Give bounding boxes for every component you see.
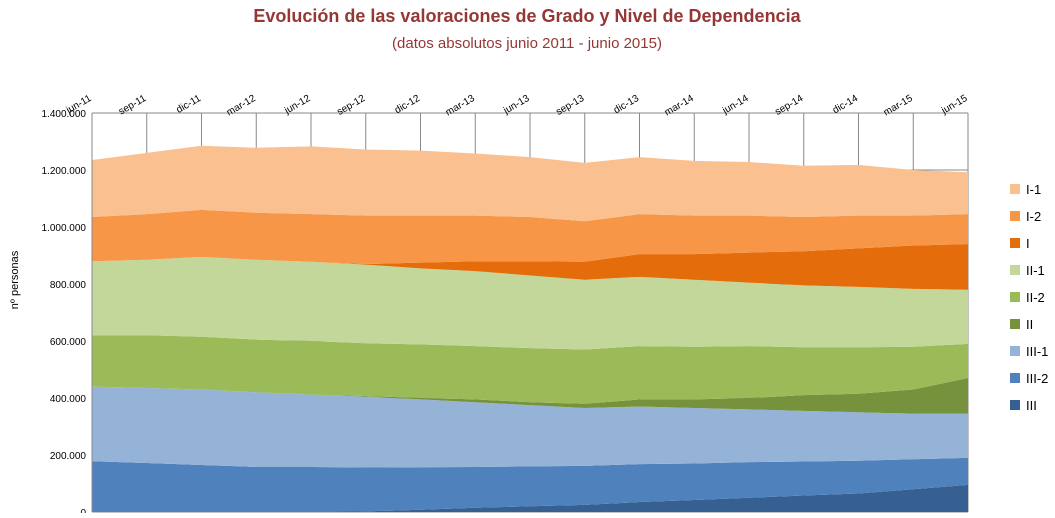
area bbox=[92, 378, 968, 414]
area bbox=[92, 209, 968, 265]
x-tick-label: mar-13 bbox=[444, 93, 477, 119]
area bbox=[92, 457, 968, 512]
legend-swatch bbox=[1010, 238, 1020, 248]
legend-label: II-1 bbox=[1026, 263, 1045, 278]
area bbox=[92, 145, 968, 222]
legend-swatch bbox=[1010, 346, 1020, 356]
legend-label: I-2 bbox=[1026, 209, 1041, 224]
area bbox=[92, 256, 968, 350]
y-tick-label: 0 bbox=[80, 508, 86, 513]
y-tick-label: 400.000 bbox=[50, 394, 87, 405]
legend-label: I bbox=[1026, 236, 1030, 251]
x-tick-label: dic-11 bbox=[175, 93, 204, 116]
legend-label: II bbox=[1026, 317, 1033, 332]
y-tick-label: 600.000 bbox=[50, 337, 87, 348]
x-tick-label: mar-15 bbox=[882, 93, 915, 119]
x-tick-label: sep-11 bbox=[117, 93, 149, 118]
y-tick-label: 800.000 bbox=[50, 280, 87, 291]
legend-swatch bbox=[1010, 211, 1020, 221]
legend-swatch bbox=[1010, 184, 1020, 194]
x-tick-label: sep-14 bbox=[773, 93, 805, 118]
legend-label: I-1 bbox=[1026, 182, 1041, 197]
x-tick-label: sep-13 bbox=[554, 93, 586, 118]
x-tick-label: mar-14 bbox=[663, 93, 696, 119]
y-tick-label: 1.400.000 bbox=[42, 109, 87, 120]
legend-swatch bbox=[1010, 265, 1020, 275]
legend-label: II-2 bbox=[1026, 290, 1045, 305]
y-tick-label: 1.000.000 bbox=[42, 223, 87, 234]
legend-swatch bbox=[1010, 373, 1020, 383]
x-tick-label: sep-12 bbox=[335, 93, 367, 118]
y-tick-label: 1.200.000 bbox=[42, 166, 87, 177]
x-tick-label: mar-12 bbox=[225, 93, 258, 119]
area bbox=[92, 484, 968, 512]
y-axis-label: nº personas bbox=[9, 250, 21, 309]
area bbox=[92, 244, 968, 290]
y-tick-label: 200.000 bbox=[50, 451, 87, 462]
legend-label: III-2 bbox=[1026, 371, 1048, 386]
chart-title: Evolución de las valoraciones de Grado y… bbox=[253, 6, 801, 26]
legend-swatch bbox=[1010, 319, 1020, 329]
chart-subtitle: (datos absolutos junio 2011 - junio 2015… bbox=[392, 35, 662, 52]
area bbox=[92, 335, 968, 404]
area bbox=[92, 386, 968, 468]
legend-swatch bbox=[1010, 400, 1020, 410]
legend-swatch bbox=[1010, 292, 1020, 302]
legend-label: III bbox=[1026, 398, 1037, 413]
legend-label: III-1 bbox=[1026, 344, 1048, 359]
